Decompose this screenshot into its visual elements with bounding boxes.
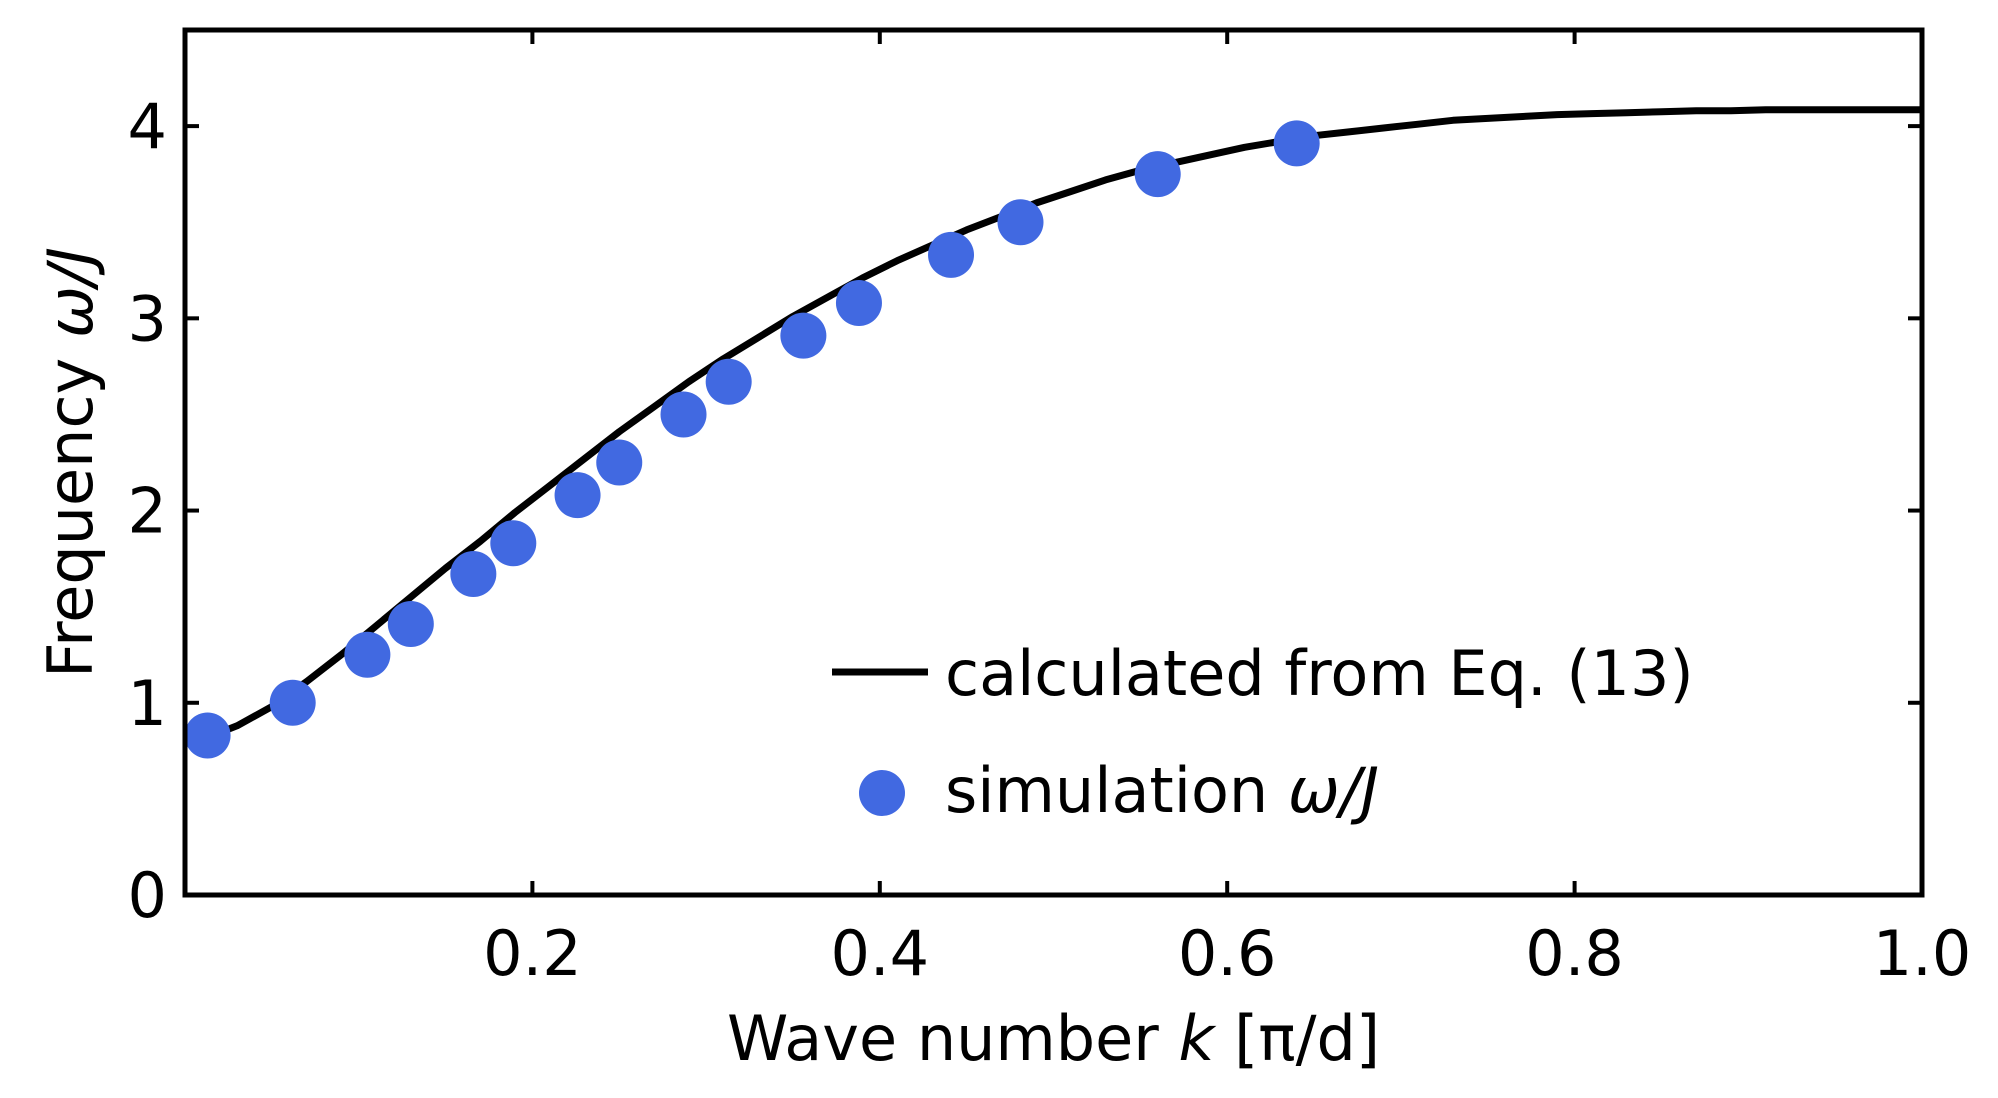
x-tick-label: 1.0	[1873, 917, 1972, 990]
scatter-point	[997, 199, 1044, 246]
scatter-point	[660, 391, 707, 438]
scatter-point	[1134, 151, 1181, 198]
x-axis-label: Wave number k [π/d]	[727, 1002, 1380, 1075]
y-tick-label: 2	[128, 475, 167, 548]
scatter-point	[780, 312, 827, 359]
y-tick-label: 1	[128, 667, 167, 740]
scatter-point	[596, 439, 643, 486]
scatter-point	[184, 712, 231, 759]
scatter-point	[705, 358, 752, 405]
scatter-point	[387, 600, 434, 647]
x-tick-label: 0.8	[1525, 917, 1624, 990]
scatter-point	[490, 520, 537, 567]
plot-frame	[182, 27, 1925, 898]
y-tick-label: 0	[128, 859, 167, 932]
scatter-point	[450, 550, 497, 597]
scatter-point	[928, 231, 975, 278]
legend-label-calculated: calculated from Eq. (13)	[945, 637, 1694, 710]
scatter-point	[835, 279, 882, 326]
y-axis-label: Frequency ω/J	[34, 247, 107, 678]
legend: calculated from Eq. (13) simulation ω/J	[832, 637, 1694, 827]
x-tick-label: 0.6	[1178, 917, 1277, 990]
y-tick-label: 3	[128, 282, 167, 355]
legend-label-simulation: simulation ω/J	[945, 754, 1379, 827]
axis-ticks: 0.2 0.4 0.6 0.8 1.0 0 1 2 3 4	[128, 30, 1972, 990]
plot-area	[184, 106, 1922, 759]
scatter-point	[269, 679, 316, 726]
scatter-point	[554, 472, 601, 519]
series-line-calculated	[206, 106, 1922, 741]
legend-dot-swatch	[859, 770, 905, 816]
x-tick-label: 0.4	[830, 917, 929, 990]
x-tick-label: 0.2	[483, 917, 582, 990]
y-tick-label: 4	[128, 90, 167, 163]
scatter-point	[1273, 120, 1320, 167]
scatter-point	[344, 631, 391, 678]
